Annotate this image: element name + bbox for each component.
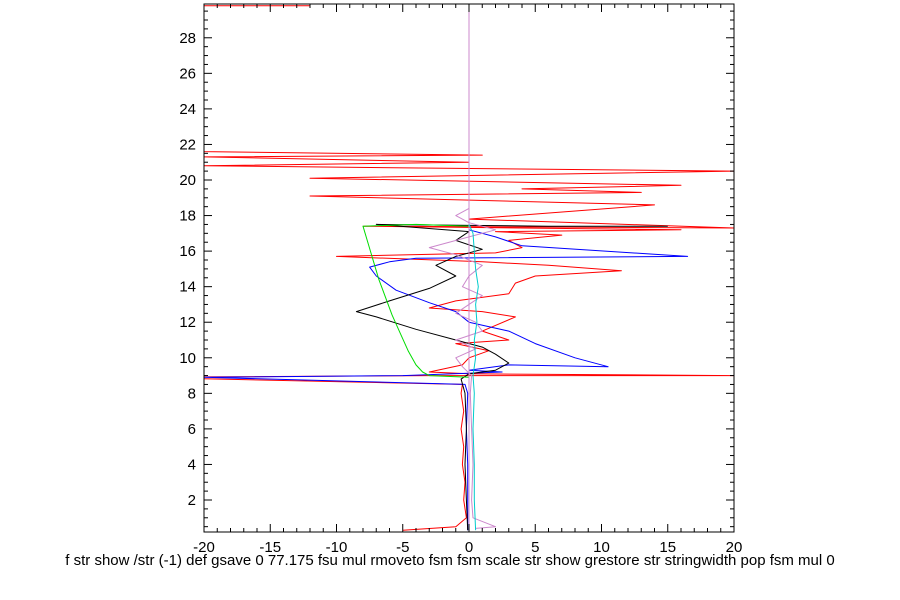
x-tick-label: -20 <box>193 539 215 556</box>
series-line-5 <box>428 207 496 529</box>
y-tick-label: 24 <box>179 101 196 118</box>
series-line-1 <box>204 229 689 531</box>
y-tick-label: 16 <box>179 243 196 260</box>
x-tick-labels: -20 -15 -10 -5 0 5 10 15 20 <box>193 539 742 556</box>
y-tick-label: 26 <box>179 65 196 82</box>
y-tick-label: 14 <box>179 279 196 296</box>
x-tick-label: -15 <box>259 539 281 556</box>
x-tick-label: -5 <box>396 539 409 556</box>
y-tick-label: 20 <box>179 172 196 189</box>
y-tick-label: 12 <box>179 314 196 331</box>
x-tick-label: 20 <box>726 539 743 556</box>
y-tick-label: 8 <box>188 385 196 402</box>
y-tick-label: 6 <box>188 421 196 438</box>
x-tick-label: 10 <box>593 539 610 556</box>
x-tick-label: -10 <box>326 539 348 556</box>
x-tick-label: 15 <box>659 539 676 556</box>
y-tick-label: 4 <box>188 456 196 473</box>
y-tick-label: 18 <box>179 208 196 225</box>
tick-layer <box>203 4 735 532</box>
series-layer <box>204 4 734 532</box>
series-line-6 <box>468 224 479 531</box>
y-tick-label: 10 <box>179 350 196 367</box>
x-axis-label: f str show /str (-1) def gsave 0 77.175 … <box>65 552 835 569</box>
series-line-3 <box>362 223 470 378</box>
y-tick-label: 28 <box>179 30 196 47</box>
x-tick-label: 0 <box>465 539 473 556</box>
y-tick-label: 22 <box>179 136 196 153</box>
x-tick-label: 5 <box>531 539 539 556</box>
series-line-0 <box>204 5 734 531</box>
y-tick-label: 2 <box>188 492 196 509</box>
